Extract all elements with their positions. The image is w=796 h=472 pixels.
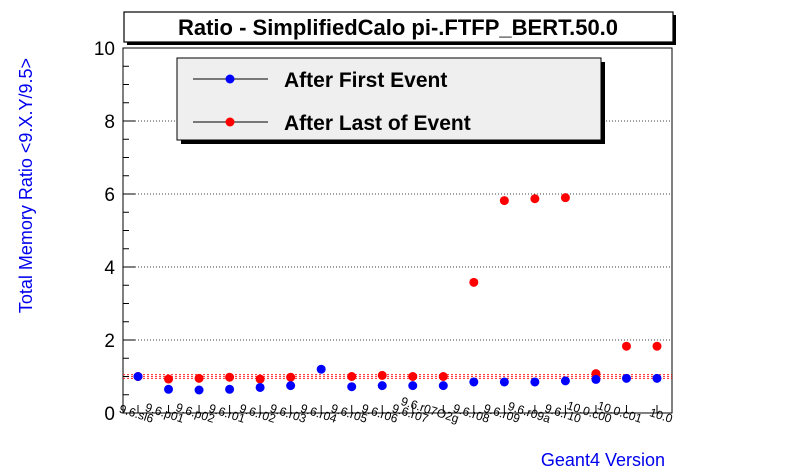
point-last-event	[469, 277, 479, 287]
point-first-event	[469, 377, 479, 387]
point-first-event	[621, 373, 631, 383]
legend-label-last-event: After Last of Event	[284, 112, 471, 135]
point-first-event	[652, 373, 662, 383]
point-last-event	[377, 370, 387, 380]
x-tick-label: 10.0	[648, 405, 675, 426]
legend-entry-first-event: After First Event	[193, 69, 447, 92]
point-first-event	[438, 381, 448, 391]
axes: 02468109.6.sl69.6.p019.6.p029.6.r019.6.r…	[94, 39, 675, 426]
reference-lines	[123, 374, 672, 379]
point-last-event	[652, 341, 662, 351]
legend-marker-first-event	[225, 74, 235, 84]
point-last-event	[621, 341, 631, 351]
y-tick-label: 4	[104, 258, 115, 279]
y-tick-label: 10	[94, 39, 115, 60]
point-first-event	[164, 384, 174, 394]
point-last-event	[499, 196, 509, 206]
grid-lines	[123, 120, 672, 341]
legend-box	[176, 57, 602, 141]
point-first-event	[530, 377, 540, 387]
legend-entry-last-event: After Last of Event	[193, 112, 471, 135]
y-tick-label: 6	[104, 185, 115, 206]
point-last-event	[194, 373, 204, 383]
point-first-event	[255, 382, 265, 392]
y-tick-label: 0	[104, 404, 115, 425]
y-tick-label: 8	[104, 112, 115, 133]
chart-title: Ratio - SimplifiedCalo pi-.FTFP_BERT.50.…	[178, 15, 618, 40]
point-first-event	[377, 381, 387, 391]
point-last-event	[164, 374, 174, 384]
y-axis-title: Total Memory Ratio <9.X.Y/9.5>	[16, 58, 36, 313]
point-last-event	[408, 372, 418, 381]
x-axis-title: Geant4 Version	[541, 450, 665, 470]
x-tick-label: 9.6.r07O2g	[399, 394, 460, 426]
point-first-event	[316, 364, 326, 374]
point-first-event	[133, 372, 143, 381]
point-first-event	[286, 381, 296, 391]
point-first-event	[347, 382, 357, 392]
point-last-event	[438, 372, 448, 381]
legend-marker-last-event	[225, 117, 235, 127]
legend-label-first-event: After First Event	[284, 69, 447, 92]
point-last-event	[530, 194, 540, 204]
point-first-event	[499, 377, 509, 387]
data-points	[133, 193, 662, 395]
point-last-event	[286, 372, 296, 382]
point-first-event	[560, 376, 570, 386]
point-first-event	[408, 381, 418, 391]
point-last-event	[560, 193, 570, 203]
point-last-event	[347, 372, 357, 381]
point-last-event	[225, 372, 235, 382]
point-last-event	[255, 374, 265, 384]
y-tick-label: 2	[104, 331, 115, 352]
point-first-event	[194, 385, 204, 395]
title-box	[123, 11, 674, 43]
point-first-event	[591, 374, 601, 384]
point-first-event	[225, 384, 235, 394]
